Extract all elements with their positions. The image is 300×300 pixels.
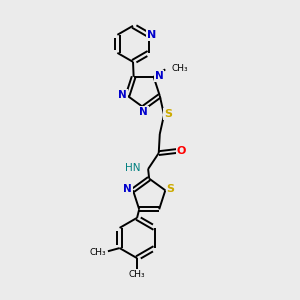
Text: N: N bbox=[147, 30, 156, 40]
Text: N: N bbox=[123, 184, 132, 194]
Text: HN: HN bbox=[124, 163, 140, 173]
Text: N: N bbox=[154, 71, 163, 81]
Text: CH₃: CH₃ bbox=[129, 270, 146, 279]
Text: S: S bbox=[167, 184, 175, 194]
Text: S: S bbox=[164, 109, 172, 119]
Text: CH₃: CH₃ bbox=[90, 248, 106, 257]
Text: N: N bbox=[118, 90, 127, 100]
Text: O: O bbox=[177, 146, 186, 156]
Text: CH₃: CH₃ bbox=[171, 64, 188, 73]
Text: N: N bbox=[139, 107, 148, 117]
